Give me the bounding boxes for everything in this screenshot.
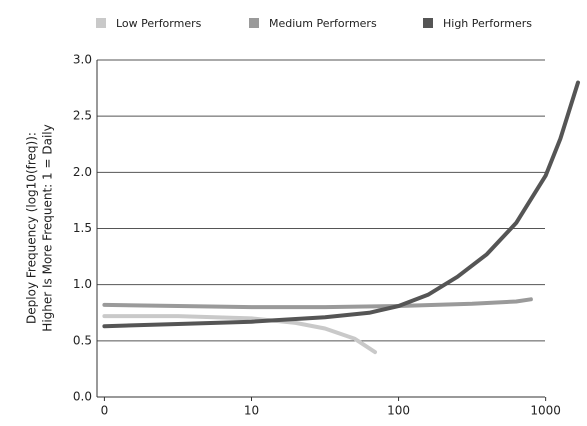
y-tick-label: 0.5 xyxy=(73,333,92,347)
line xyxy=(102,80,580,329)
x-tick-label: 1000 xyxy=(530,404,561,418)
y-tick-label: 1.5 xyxy=(73,221,92,235)
legend-swatch xyxy=(249,18,259,28)
y-tick-label: 0.0 xyxy=(73,390,92,404)
y-tick-label: 2.5 xyxy=(73,109,92,123)
legend-label: Medium Performers xyxy=(269,17,377,30)
y-tick-label: 2.0 xyxy=(73,165,92,179)
legend-swatch xyxy=(423,18,433,28)
x-tick-label: 100 xyxy=(387,404,410,418)
legend-label: High Performers xyxy=(443,17,532,30)
line xyxy=(102,297,533,310)
y-label-line: Deploy Frequency (log10(freq)): xyxy=(25,132,39,324)
legend-label: Low Performers xyxy=(116,17,202,30)
legend-swatch xyxy=(96,18,106,28)
x-tick-label: 10 xyxy=(244,404,259,418)
y-tick-label: 3.0 xyxy=(73,53,92,67)
y-axis-label: Deploy Frequency (log10(freq)): Higher I… xyxy=(25,124,55,331)
x-tick-label: 0 xyxy=(101,404,109,418)
line xyxy=(102,314,377,355)
y-label-line: Higher Is More Frequent: 1 = Daily xyxy=(41,124,55,331)
y-tick-label: 1.0 xyxy=(73,277,92,291)
